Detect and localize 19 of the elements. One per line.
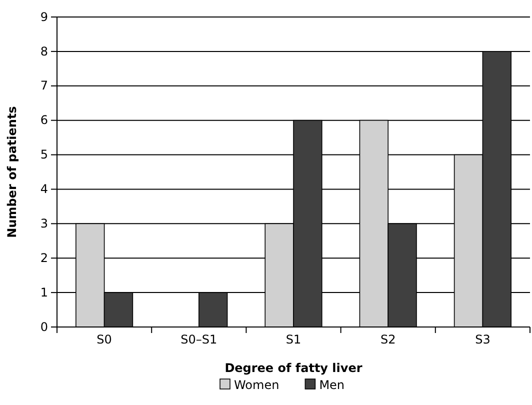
y-tick-label: 9 xyxy=(40,10,48,24)
y-tick-label: 7 xyxy=(40,78,48,93)
legend-label: Women xyxy=(234,378,280,392)
y-tick-label: 0 xyxy=(40,320,48,334)
legend-label: Men xyxy=(319,378,345,392)
y-tick-label: 8 xyxy=(40,44,48,58)
x-tick-label: S0 xyxy=(96,332,112,347)
x-tick-label: S3 xyxy=(475,332,490,347)
x-axis-title: Degree of fatty liver xyxy=(224,361,362,375)
y-axis-title: Number of patients xyxy=(5,106,19,238)
x-tick-label: S2 xyxy=(380,332,396,347)
y-tick-label: 6 xyxy=(40,113,48,128)
y-tick-label: 3 xyxy=(40,216,48,231)
y-tick-label: 5 xyxy=(40,148,48,162)
x-tick-label: S1 xyxy=(286,332,302,347)
y-tick-label: 2 xyxy=(40,250,48,265)
y-tick-label: 4 xyxy=(40,182,48,196)
x-tick-label: S0–S1 xyxy=(180,332,218,347)
y-tick-label: 1 xyxy=(40,285,48,300)
